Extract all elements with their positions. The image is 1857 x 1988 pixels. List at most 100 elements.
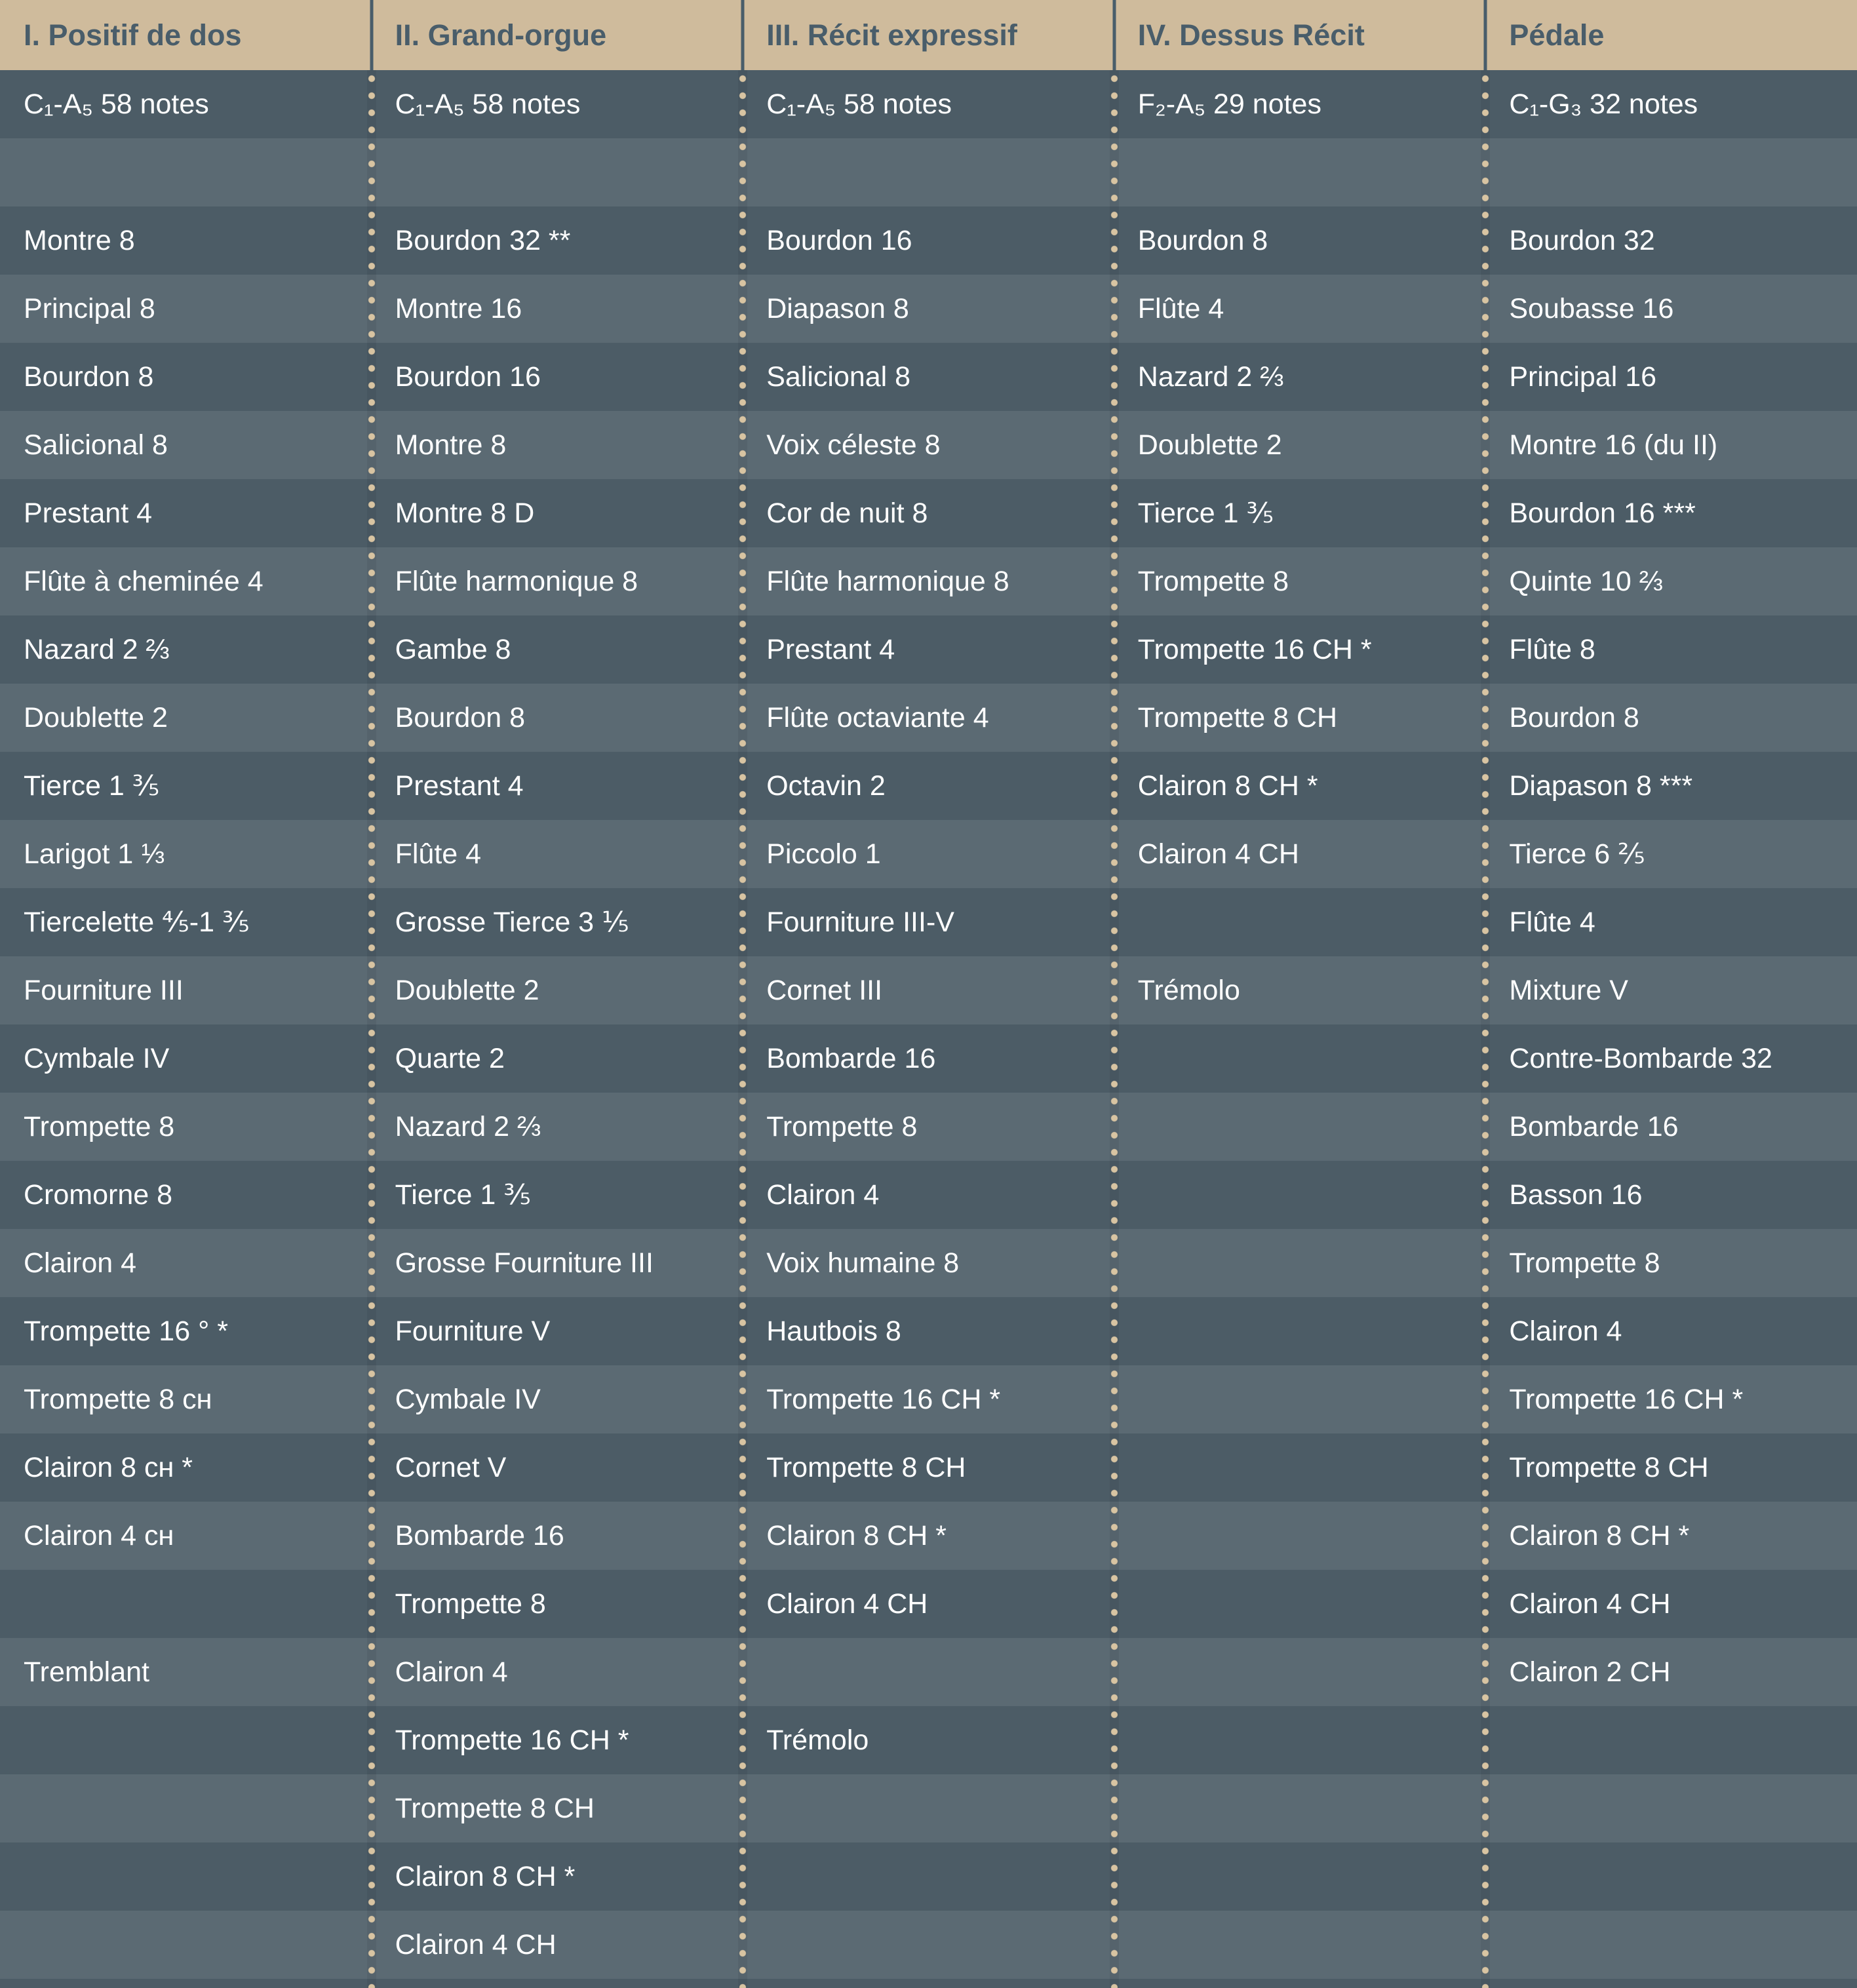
compass-cell: C₁-G₃ 32 notes [1509, 88, 1698, 120]
stop-cell [1485, 1774, 1857, 1842]
stop-cell: Trompette 8 CH [1137, 701, 1338, 733]
stop-cell [1114, 1433, 1486, 1502]
stop-cell: Trompette 8 [766, 1110, 918, 1142]
stop-cell: Montre 8 [24, 224, 135, 256]
stop-cell [1114, 1024, 1486, 1093]
row-stripes-background [0, 70, 1857, 1988]
stop-cell: Tierce 6 ⅖ [1509, 838, 1645, 870]
stop-cell [1114, 1911, 1486, 1979]
stop-cell: Trompette 8 [395, 1588, 546, 1620]
column-3: III. Récit expressif C₁-A₅ 58 notes Bourdo… [743, 0, 1114, 1988]
stop-cell [372, 138, 743, 206]
stop-cell: Bombarde 16 [395, 1519, 564, 1551]
stop-cell: Clairon 4 CH [766, 1588, 928, 1620]
header-separator-line [370, 0, 374, 70]
stop-cell: Clairon 4 [395, 1656, 508, 1688]
stop-cell: Clairon 2 CH [1509, 1656, 1671, 1688]
dotted-separator-line [738, 70, 748, 1988]
stop-cell: Cymbale IV [395, 1383, 541, 1415]
stop-cell [1114, 1093, 1486, 1161]
stop-cell [0, 1842, 372, 1911]
stop-cell: Hautbois 8 [766, 1315, 901, 1347]
division-header: IV. Dessus Récit [1137, 18, 1365, 52]
stop-cell: Flûte à cheminée 4 [24, 565, 264, 597]
stop-cell: Trompette 8 CH [1509, 1451, 1709, 1483]
stop-cell [1114, 1774, 1486, 1842]
stop-cell [1114, 1842, 1486, 1911]
stop-cell: Grosse Tierce 3 ⅕ [395, 906, 629, 938]
stop-cell: Tierce 1 ⅗ [395, 1179, 531, 1211]
stop-cell: Cromorne 8 [24, 1179, 173, 1211]
division-header: Pédale [1509, 18, 1605, 52]
stop-cell [1114, 1502, 1486, 1570]
stop-cell [1114, 1365, 1486, 1433]
stop-cell [1114, 1570, 1486, 1638]
compass-cell: C₁-A₅ 58 notes [24, 88, 209, 120]
stop-cell: Octavin 2 [766, 770, 886, 802]
stop-cell: Flûte 4 [395, 838, 482, 870]
stop-cell [743, 1638, 1114, 1706]
stop-cell: Tiercelette ⅘-1 ⅗ [24, 906, 250, 938]
header-bar [0, 0, 1857, 70]
stop-cell: Flûte 4 [1137, 292, 1224, 324]
stop-cell: Soubasse 16 [1509, 292, 1674, 324]
stop-cell: Clairon 8 CH * [1509, 1519, 1690, 1551]
stop-cell [743, 1911, 1114, 1979]
stop-cell [1485, 1842, 1857, 1911]
column-5: Pédale C₁-G₃ 32 notes Bourdon 32 Soubasse 1… [1485, 0, 1857, 1988]
stop-cell: Gambe 8 [395, 633, 511, 665]
stop-cell: Bourdon 16 *** [1509, 497, 1696, 529]
stop-cell [0, 138, 372, 206]
stop-cell: Flûte 4 [1509, 906, 1595, 938]
stop-cell: Fourniture III-V [766, 906, 954, 938]
stop-cell [0, 1570, 372, 1638]
stop-cell: Clairon 4 CH [1509, 1588, 1671, 1620]
stop-cell: Doublette 2 [395, 974, 539, 1006]
stop-cell: Salicional 8 [766, 361, 911, 393]
stop-cell: Voix céleste 8 [766, 429, 941, 461]
stop-cell: Basson 16 [1509, 1179, 1643, 1211]
stop-cell: Clairon 4 [24, 1247, 137, 1279]
stop-cell: Clairon 4 CH [1137, 838, 1299, 870]
stop-cell: Trémolo [1137, 974, 1240, 1006]
stop-cell: Bourdon 16 [395, 361, 541, 393]
division-header: III. Récit expressif [766, 18, 1017, 52]
stop-cell: Trompette 16 ° * [24, 1315, 228, 1347]
stop-cell: Clairon 4 CH [395, 1928, 557, 1960]
stop-cell [1114, 1229, 1486, 1297]
dotted-separator-line [1109, 70, 1119, 1988]
stop-cell: Bourdon 8 [395, 701, 526, 733]
stop-cell: Doublette 2 [1137, 429, 1282, 461]
stop-cell [1114, 1706, 1486, 1774]
stop-cell: Flûte harmonique 8 [766, 565, 1009, 597]
stop-cell: Voix humaine 8 [766, 1247, 960, 1279]
stop-cell: Montre 16 [395, 292, 522, 324]
stop-cell: Principal 8 [24, 292, 155, 324]
header-separator-line [741, 0, 745, 70]
stop-cell: Bourdon 8 [24, 361, 154, 393]
division-header: II. Grand-orgue [395, 18, 607, 52]
stop-cell: Montre 16 (du II) [1509, 429, 1718, 461]
stop-cell: Trompette 8 [24, 1110, 175, 1142]
stop-cell: Clairon 8 CH * [1137, 770, 1318, 802]
stop-cell: Principal 16 [1509, 361, 1657, 393]
column-1: I. Positif de dos C₁-A₅ 58 notes Montre 8 P… [0, 0, 372, 1988]
stop-cell: Prestant 4 [395, 770, 524, 802]
stop-cell: Bourdon 32 ** [395, 224, 571, 256]
stop-cell: Diapason 8 *** [1509, 770, 1693, 802]
stop-cell: Mixture V [1509, 974, 1628, 1006]
stop-cell [743, 138, 1114, 206]
stop-cell [743, 1774, 1114, 1842]
stop-cell: Bourdon 8 [1137, 224, 1268, 256]
stop-cell: Cymbale IV [24, 1042, 170, 1074]
stop-cell [1485, 1911, 1857, 1979]
stop-cell: Trompette 16 CH * [395, 1724, 629, 1756]
stop-cell: Contre-Bombarde 32 [1509, 1042, 1772, 1074]
stop-cell: Prestant 4 [766, 633, 895, 665]
stop-cell: Trompette 16 CH * [766, 1383, 1001, 1415]
stop-cell: Bourdon 16 [766, 224, 912, 256]
stop-cell [0, 1774, 372, 1842]
stop-cell [1114, 138, 1486, 206]
stop-cell [743, 1842, 1114, 1911]
